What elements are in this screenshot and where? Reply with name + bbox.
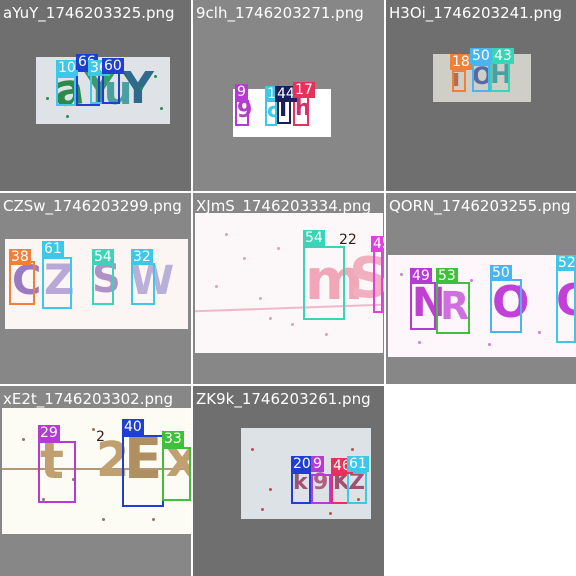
bbox bbox=[410, 282, 436, 330]
tile-filename: H3Oi_1746203241.png bbox=[389, 4, 563, 22]
bbox bbox=[490, 279, 522, 333]
bbox bbox=[490, 62, 510, 92]
bbox bbox=[556, 269, 576, 343]
tile-xE2t: t 2 E x 29 2 40 33 xE2t_1746203302.png bbox=[0, 386, 191, 576]
tile-filename: 9clh_1746203271.png bbox=[196, 4, 364, 22]
bbox-label: 10 bbox=[56, 60, 78, 76]
bbox bbox=[102, 72, 120, 104]
bbox-label: 44 bbox=[275, 86, 297, 102]
bbox bbox=[56, 76, 76, 106]
bbox-label: 54 bbox=[303, 230, 325, 246]
bbox-label: 50 bbox=[470, 48, 492, 64]
bbox-label: 60 bbox=[102, 58, 124, 74]
bbox bbox=[38, 441, 76, 503]
bbox bbox=[291, 472, 311, 504]
bbox-label: 2 bbox=[96, 429, 105, 445]
bbox bbox=[303, 246, 345, 320]
bbox-label: 49 bbox=[410, 268, 432, 284]
bbox-label: 61 bbox=[42, 241, 64, 257]
bbox bbox=[452, 70, 466, 92]
tile-filename: ZK9k_1746203261.png bbox=[196, 390, 371, 408]
bbox bbox=[347, 472, 367, 504]
bbox bbox=[311, 474, 331, 504]
tile-filename: aYuY_1746203325.png bbox=[3, 4, 175, 22]
bbox-label: 53 bbox=[436, 268, 458, 284]
bbox-label: 9 bbox=[311, 456, 324, 472]
bbox-label: 9 bbox=[235, 84, 248, 100]
tile-9clh: 9 c l h 9 14 44 17 9clh_1746203271.png bbox=[193, 0, 384, 191]
bbox bbox=[436, 282, 470, 334]
bbox bbox=[122, 435, 164, 507]
bbox-label: 54 bbox=[92, 249, 114, 265]
bbox-label: 38 bbox=[9, 249, 31, 265]
tile-QORN: N R O Q 49 53 50 52 QORN_1746203255.png bbox=[386, 193, 576, 384]
bbox bbox=[235, 100, 249, 126]
tile-H3Oi: i O H 18 50 43 H3Oi_1746203241.png bbox=[386, 0, 576, 191]
tile-filename: CZSw_1746203299.png bbox=[3, 197, 182, 215]
bbox bbox=[162, 447, 191, 501]
captcha-image bbox=[195, 213, 383, 353]
bbox-label: 52 bbox=[556, 255, 576, 271]
bbox bbox=[42, 257, 72, 309]
bbox bbox=[472, 64, 490, 92]
bbox bbox=[265, 98, 277, 126]
bbox-label: 61 bbox=[347, 456, 369, 472]
tile-filename: XJmS_1746203334.png bbox=[196, 197, 372, 215]
bbox-label: 29 bbox=[38, 425, 60, 441]
bbox-label: 50 bbox=[490, 265, 512, 281]
captcha-image bbox=[2, 408, 191, 534]
bbox bbox=[9, 261, 35, 305]
bbox-label: 18 bbox=[450, 54, 472, 70]
bbox-label: 45 bbox=[371, 236, 384, 252]
bbox-label: 22 bbox=[339, 232, 357, 248]
tile-CZSw: C Z S W 38 61 54 32 CZSw_1746203299.png bbox=[0, 193, 191, 384]
tile-filename: xE2t_1746203302.png bbox=[3, 390, 174, 408]
tile-filename: QORN_1746203255.png bbox=[389, 197, 571, 215]
bbox bbox=[131, 263, 155, 305]
tile-XJmS: m S 54 22 45 XJmS_1746203334.png bbox=[193, 193, 384, 384]
bbox-label: 17 bbox=[293, 82, 315, 98]
tile-ZK9k: k 9 K Z 20 9 46 61 ZK9k_1746203261.png bbox=[193, 386, 384, 576]
bbox-label: 32 bbox=[131, 249, 153, 265]
bbox-label: 43 bbox=[492, 48, 514, 64]
bbox-label: 20 bbox=[291, 456, 313, 472]
tile-aYuY: a Y u Y 10 66 36 60 aYuY_1746203325.png bbox=[0, 0, 191, 191]
bbox-label: 33 bbox=[162, 431, 184, 447]
bbox bbox=[92, 261, 114, 305]
bbox bbox=[373, 249, 383, 313]
bbox-label: 40 bbox=[122, 419, 144, 435]
